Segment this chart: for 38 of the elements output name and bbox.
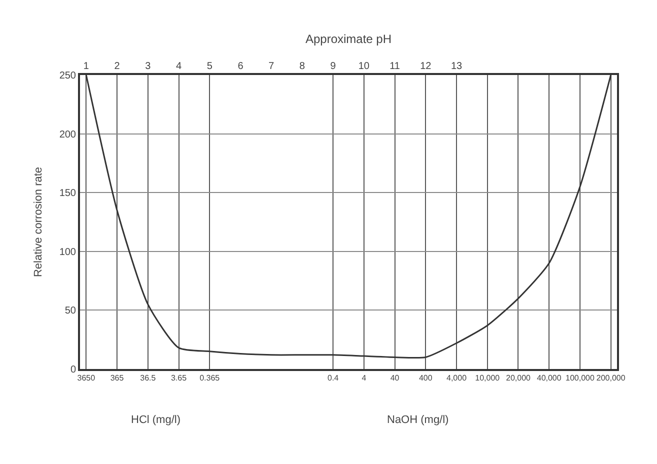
- x-tick-label: 0.4: [328, 374, 340, 383]
- y-tick-label: 0: [70, 364, 76, 376]
- x-tick-label: 365: [110, 374, 124, 383]
- x2-tick-label: 8: [299, 61, 306, 72]
- x-tick-label: 40,000: [536, 374, 562, 383]
- x-tick-label: 20,000: [506, 374, 532, 383]
- y-axis-title: Relative corrosion rate: [32, 166, 44, 278]
- y-tick-label: 100: [59, 246, 76, 258]
- x2-tick-label: 4: [176, 61, 182, 72]
- x2-tick-label: 1: [83, 61, 90, 72]
- x-tick-label: 4,000: [446, 374, 468, 383]
- x2-tick-label: 12: [420, 61, 432, 72]
- x2-tick-label: 10: [358, 61, 370, 72]
- x2-tick-label: 2: [114, 61, 120, 72]
- x-tick-label: 3650: [77, 374, 96, 383]
- x-tick-label: 10,000: [475, 374, 500, 383]
- x2-tick-label: 5: [206, 61, 213, 72]
- x2-tick-label: 3: [145, 61, 152, 72]
- x2-tick-label: 6: [238, 61, 244, 72]
- x-tick-label: 40: [390, 374, 400, 383]
- x-tick-label: 400: [418, 374, 433, 383]
- x2-tick-label: 11: [390, 61, 400, 72]
- x-tick-label: 0.365: [200, 374, 220, 383]
- y-tick-label: 250: [59, 70, 76, 82]
- text: HCl (mg/l): [131, 414, 180, 426]
- x2-axis-title: Approximate pH: [305, 32, 392, 46]
- x-tick-label: 200,000: [596, 374, 626, 383]
- x-tick-label: 36.5: [140, 374, 156, 383]
- y-tick-label: 150: [59, 188, 76, 200]
- x2-tick-label: 9: [330, 61, 336, 72]
- text: NaOH (mg/l): [387, 414, 449, 426]
- y-tick-label: 50: [64, 306, 76, 317]
- y-tick-label: 200: [59, 129, 76, 140]
- x2-tick-label: 13: [450, 61, 463, 72]
- x-tick-label: 100,000: [566, 374, 595, 383]
- x2-tick-label: 7: [268, 61, 275, 72]
- x-tick-label: 3.65: [170, 374, 188, 383]
- x-tick-label: 4: [362, 374, 367, 383]
